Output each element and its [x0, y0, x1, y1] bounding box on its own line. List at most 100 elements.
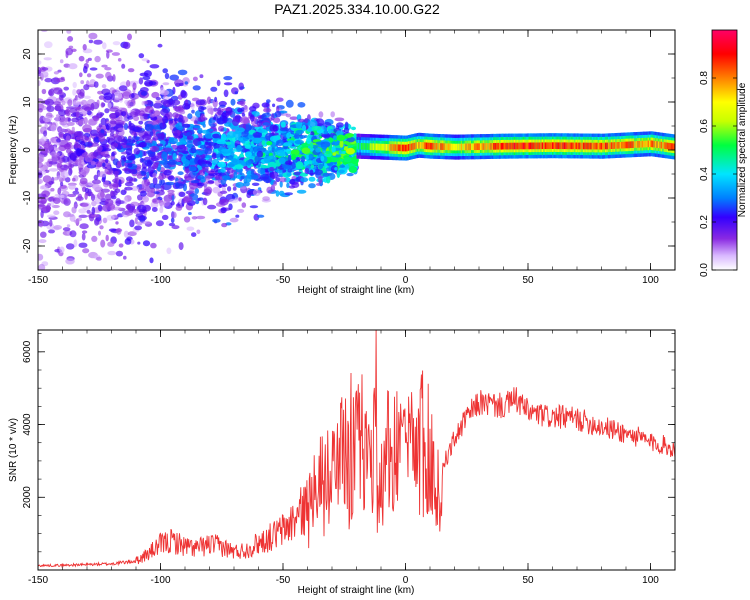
spectrogram-blob — [179, 110, 186, 115]
spectrogram-blob — [38, 98, 44, 102]
spectrogram-blob — [67, 193, 77, 198]
spectrogram-blob — [227, 144, 231, 149]
spectrogram-ridge-cell — [627, 141, 630, 149]
spectrogram-blob — [100, 239, 106, 248]
spectrogram-ridge-cell — [634, 141, 637, 148]
snr-y-label: SNR (10 * v/v) — [8, 418, 19, 482]
spectrogram-ridge-cell — [390, 144, 393, 151]
y-tick-label: 2000 — [22, 486, 33, 509]
spectrogram-blob — [270, 113, 275, 121]
spectrogram-blob — [328, 128, 332, 135]
spectrogram-blob — [232, 118, 240, 127]
spectrogram-blob — [79, 177, 88, 185]
spectrogram-blob — [345, 147, 355, 155]
spectrogram-ridge-cell — [509, 142, 512, 150]
spectrogram-ridge-cell — [665, 142, 668, 150]
spectrogram-blob — [221, 175, 231, 180]
spectrogram-blob — [151, 207, 158, 212]
spectrogram-blob — [78, 242, 88, 248]
spectrogram-blob — [50, 200, 55, 207]
spectrogram-blob — [97, 191, 106, 200]
spectrogram-blob — [87, 57, 92, 62]
spectrogram-blob — [41, 185, 48, 190]
spectrogram-blob — [97, 171, 107, 178]
spectrogram-ridge-cell — [463, 143, 466, 151]
spectrogram-blob — [137, 194, 143, 201]
spectrogram-ridge-cell — [369, 143, 372, 150]
spectrogram-blob — [207, 204, 217, 210]
spectrogram-ridge-cell — [641, 140, 644, 148]
spectrogram-blob — [114, 119, 124, 126]
spectrogram-blob — [53, 197, 61, 204]
spectrogram-blob — [98, 123, 103, 128]
spectrogram-ridge-cell — [594, 142, 597, 150]
spectrogram-blob — [179, 82, 184, 87]
spectrogram-ridge-cell — [657, 141, 660, 149]
spectrogram-ridge-cell — [521, 142, 524, 150]
spectrogram-blob — [241, 130, 249, 138]
spectrogram-blob — [38, 108, 43, 113]
spectrogram-blob — [301, 124, 307, 132]
spectrogram-ridge-cell — [497, 142, 500, 150]
spectrogram-blob — [81, 151, 89, 158]
spectrogram-ridge-cell — [518, 142, 521, 150]
spectrogram-blob — [72, 100, 80, 108]
spectrogram-blob — [81, 135, 88, 143]
spectrogram-ridge-cell — [466, 143, 469, 151]
spectrogram-blob — [297, 102, 306, 108]
spectrogram-ridge-cell — [510, 142, 514, 150]
spectrogram-blob — [43, 57, 52, 61]
spectrogram-blob — [133, 209, 140, 214]
spectrogram-blob — [266, 99, 271, 103]
spectrogram-ridge-cell — [625, 141, 628, 149]
spectrogram-blob — [272, 103, 276, 108]
spectrogram-blob — [250, 170, 255, 175]
spectrogram-ridge-cell — [374, 143, 377, 151]
spectrogram-blob — [91, 206, 96, 215]
spectrogram-blob — [159, 89, 170, 96]
spectrogram-ridge-cell — [491, 143, 494, 150]
spectrogram-blob — [171, 211, 177, 219]
spectrogram-blob — [48, 229, 55, 234]
spectrogram-blob — [308, 183, 316, 189]
spectrogram-blob — [131, 93, 135, 99]
spectrogram-blob — [135, 136, 140, 140]
spectrogram-blob — [240, 175, 245, 180]
y-tick-label: 6000 — [22, 340, 33, 363]
spectrogram-blob — [343, 157, 352, 163]
spectrogram-blob — [171, 225, 180, 230]
spectrogram-blob — [53, 87, 63, 95]
spectrogram-blob — [266, 141, 273, 146]
spectrogram-blob — [162, 68, 168, 74]
spectrogram-ridge-cell — [653, 140, 656, 148]
spectrogram-blob — [265, 150, 269, 156]
spectrogram-blob — [162, 199, 170, 207]
spectrogram-blob — [74, 187, 79, 192]
spectrogram-blob — [107, 250, 117, 256]
spectrogram-blob — [75, 136, 81, 141]
spectrogram-blob — [295, 129, 305, 134]
snr-series-line — [38, 330, 675, 569]
spectrogram-blob — [203, 188, 212, 196]
spectrogram-blob — [63, 198, 71, 206]
spectrogram-ridge-cell — [578, 142, 581, 150]
y-tick-label: 0 — [22, 147, 33, 153]
spectrogram-blob — [282, 142, 293, 147]
spectrogram-ridge-cell — [393, 144, 396, 151]
spectrogram-blob — [181, 155, 187, 163]
spectrogram-blob — [167, 192, 175, 196]
spectrogram-blob — [114, 188, 121, 194]
spectrogram-blob — [320, 134, 331, 138]
spectrogram-blob — [105, 71, 112, 79]
spectrogram-blob — [102, 217, 108, 224]
spectrogram-blob — [276, 97, 284, 102]
spectrogram-blob — [259, 176, 269, 180]
x-tick-label: -50 — [276, 575, 291, 586]
spectrogram-ridge-cell — [537, 142, 540, 150]
spectrogram-blob — [291, 153, 296, 160]
spectrogram-blob — [186, 177, 195, 181]
spectrogram-blob — [191, 232, 197, 238]
spectrogram-blob — [317, 176, 323, 184]
spectrogram-blob — [339, 164, 345, 168]
spectrogram-blob — [71, 126, 75, 132]
